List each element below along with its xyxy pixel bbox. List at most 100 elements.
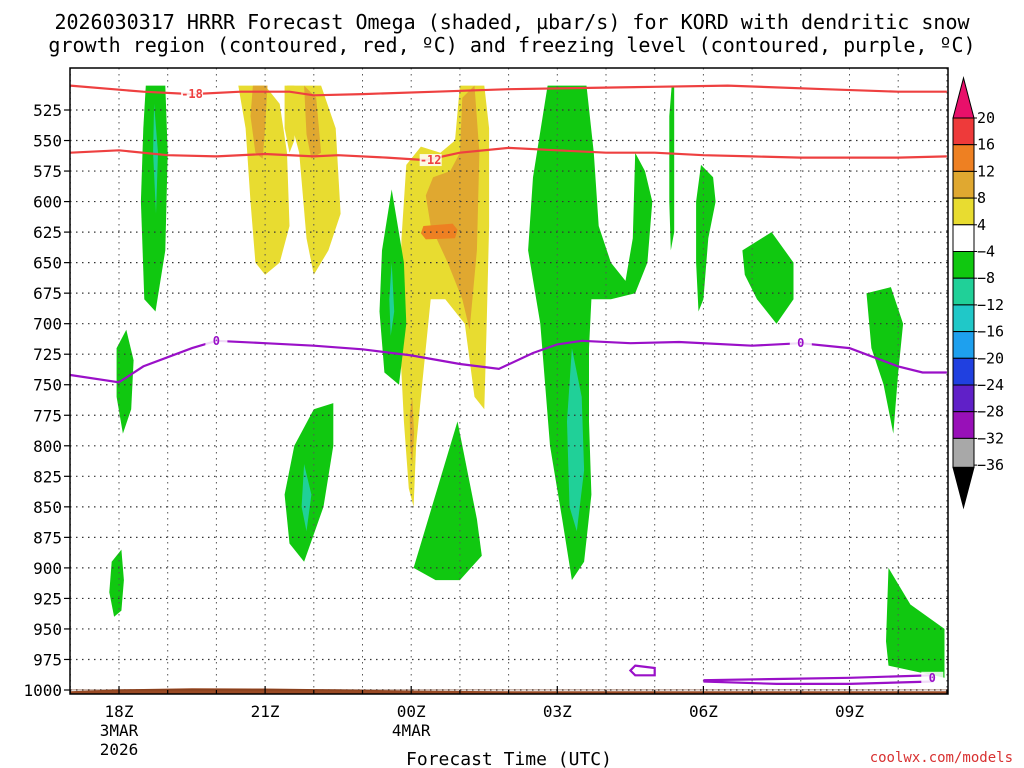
colorbar-label: −28	[977, 403, 1004, 421]
y-tick-label: 725	[33, 345, 62, 364]
omega-region	[742, 232, 794, 324]
colorbar-bin	[952, 251, 975, 279]
colorbar-label: −24	[977, 376, 1004, 394]
colorbar-label: 12	[977, 162, 995, 180]
omega-region	[886, 567, 945, 678]
colorbar-label: 4	[977, 216, 986, 234]
x-tick-sublabel: 2026	[100, 740, 139, 759]
x-tick-label: 03Z	[543, 702, 572, 721]
y-tick-label: 625	[33, 223, 62, 242]
y-tick-label: 675	[33, 284, 62, 303]
omega-region	[116, 329, 134, 434]
contour-line-0	[628, 664, 656, 677]
y-tick-label: 875	[33, 528, 62, 547]
x-tick-label: 18Z	[105, 702, 134, 721]
contour-label-bg	[181, 88, 204, 101]
omega-region	[389, 262, 395, 336]
x-tick-sublabel: 3MAR	[100, 721, 139, 740]
contour-label-group: 0	[205, 334, 228, 348]
omega-region	[284, 85, 297, 153]
contour-label: -18	[181, 87, 203, 101]
colorbar-label: −12	[977, 296, 1004, 314]
x-tick-label: 09Z	[835, 702, 864, 721]
chart-title-line-1: 2026030317 HRRR Forecast Omega (shaded, …	[54, 10, 970, 34]
colorbar: 20 16 12 8 4 −4 −8 −12 −16 −20 −24 −28 −32 −36	[952, 76, 1004, 510]
omega-region	[301, 464, 312, 532]
omega-region	[238, 85, 290, 275]
contour-label-bg	[205, 334, 228, 347]
colorbar-bin	[952, 384, 975, 413]
y-tick-label: 850	[33, 498, 62, 517]
y-tick-label: 825	[33, 467, 62, 486]
omega-region	[528, 85, 653, 581]
terrain-texture	[70, 689, 948, 691]
colorbar-bin	[952, 411, 975, 439]
terrain-strip	[70, 688, 948, 694]
omega-region	[420, 223, 458, 240]
omega-region	[140, 85, 168, 312]
omega-region	[413, 421, 482, 581]
contour-label-bg	[419, 154, 442, 167]
contour-label-bg	[789, 337, 812, 350]
x-tick-label: 21Z	[251, 702, 280, 721]
y-tick-label: 750	[33, 376, 62, 395]
colorbar-bin	[952, 437, 975, 468]
contour-label: 0	[797, 336, 804, 350]
colorbar-bin	[952, 144, 975, 172]
colorbar-bin	[952, 224, 975, 253]
colorbar-bin	[952, 170, 975, 199]
colorbar-bottom-arrow	[952, 466, 975, 510]
y-tick-label: 550	[33, 132, 62, 151]
y-tick-label: 900	[33, 559, 62, 578]
omega-region	[669, 85, 675, 251]
contour-label: 0	[213, 334, 220, 348]
terrain-layer	[70, 688, 948, 694]
contour-label-group: 0	[921, 671, 944, 685]
colorbar-bin	[952, 117, 975, 146]
contour-label-group: 0	[789, 336, 812, 350]
contour-line--18	[70, 84, 947, 97]
y-axis: 525 550 575 600 625 650 675 700 725 750 775 800 825 8…	[23, 101, 70, 700]
colorbar-bin	[952, 304, 975, 333]
colorbar-label: −32	[977, 429, 1004, 447]
colorbar-bin	[952, 197, 975, 226]
colorbar-bin	[952, 357, 975, 386]
colorbar-top-arrow	[952, 76, 975, 119]
y-tick-label: 950	[33, 620, 62, 639]
colorbar-label: −20	[977, 349, 1004, 367]
omega-region	[153, 103, 158, 214]
x-axis-title: Forecast Time (UTC)	[406, 749, 612, 768]
y-tick-label: 525	[33, 101, 62, 120]
contour-label-bg	[921, 671, 944, 684]
colorbar-label: 20	[977, 109, 995, 127]
colorbar-label: 8	[977, 189, 986, 207]
contour-line-0	[70, 339, 947, 384]
omega-region	[284, 403, 334, 562]
colorbar-label: 16	[977, 136, 995, 154]
y-tick-label: 575	[33, 162, 62, 181]
x-tick-label: 00Z	[397, 702, 426, 721]
x-tick-sublabel: 4MAR	[392, 721, 431, 740]
colorbar-label: −36	[977, 456, 1004, 474]
y-tick-label: 650	[33, 254, 62, 273]
chart-title-line-2: growth region (contoured, red, ºC) and f…	[48, 33, 975, 57]
contour-label: 0	[929, 671, 936, 685]
colorbar-bin	[952, 331, 975, 359]
y-tick-label: 975	[33, 650, 62, 669]
colorbar-label: −16	[977, 323, 1004, 341]
credit-text: coolwx.com/models	[870, 750, 1013, 766]
y-tick-label: 1000	[23, 681, 62, 700]
x-tick-label: 06Z	[689, 702, 718, 721]
omega-region	[287, 85, 341, 275]
contour-label-group: -12	[419, 153, 442, 167]
omega-region	[109, 549, 124, 617]
y-tick-label: 700	[33, 315, 62, 334]
contour-label: -12	[420, 153, 442, 167]
y-tick-label: 800	[33, 437, 62, 456]
omega-region	[425, 85, 480, 330]
omega-shading-layer	[109, 85, 945, 678]
colorbar-label: −8	[977, 269, 995, 287]
colorbar-bin	[952, 277, 975, 306]
